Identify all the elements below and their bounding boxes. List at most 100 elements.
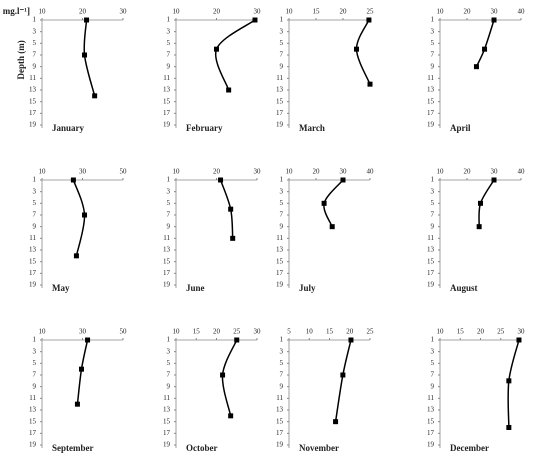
y-tick-label: 13: [163, 406, 171, 414]
x-tick-label: 25: [367, 8, 375, 16]
y-tick-label: 19: [276, 441, 284, 449]
y-tick-label: 7: [33, 211, 37, 219]
x-tick-label: 10: [39, 328, 47, 336]
panel-title: May: [52, 283, 70, 293]
profile-line: [76, 339, 89, 405]
data-point: [516, 337, 522, 343]
data-point: [482, 46, 488, 52]
y-tick-label: 9: [167, 62, 171, 70]
y-tick-label: 9: [280, 382, 284, 390]
x-tick-label: 20: [464, 8, 472, 16]
x-tick-label: 10: [173, 168, 181, 176]
y-tick-label: 17: [276, 429, 284, 437]
y-tick-label: 7: [280, 371, 284, 379]
y-tick-label: 15: [163, 417, 171, 425]
y-tick-label: 9: [33, 62, 37, 70]
x-tick-label: 30: [518, 328, 526, 336]
y-tick-label: 11: [276, 394, 283, 402]
y-tick-label: 5: [167, 199, 171, 207]
profile-line: [475, 19, 495, 67]
y-tick-label: 9: [280, 222, 284, 230]
y-tick-label: 1: [431, 336, 435, 344]
y-tick-label: 3: [33, 187, 37, 195]
y-axis-label: Depth (m): [16, 40, 26, 79]
y-tick-label: 1: [280, 16, 284, 24]
y-tick-label: 9: [167, 382, 171, 390]
panel-title: April: [450, 123, 471, 133]
data-point: [506, 425, 512, 430]
y-tick-label: 7: [33, 371, 37, 379]
x-tick-label: 10: [39, 168, 47, 176]
y-tick-label: 9: [431, 62, 435, 70]
y-tick-label: 15: [163, 257, 171, 265]
y-tick-label: 7: [33, 51, 37, 59]
y-tick-label: 3: [280, 27, 284, 35]
y-tick-label: 3: [33, 27, 37, 35]
data-point: [228, 413, 234, 419]
y-tick-label: 3: [167, 187, 171, 195]
x-tick-label: 50: [120, 168, 128, 176]
y-tick-label: 15: [276, 97, 284, 105]
panel-title: June: [186, 283, 205, 293]
y-tick-label: 5: [33, 39, 37, 47]
y-tick-label: 5: [167, 359, 171, 367]
x-tick-label: 40: [367, 168, 375, 176]
y-tick-label: 13: [29, 246, 37, 254]
x-tick-label: 10: [173, 8, 181, 16]
y-tick-label: 11: [163, 234, 170, 242]
y-tick-label: 5: [33, 199, 37, 207]
y-tick-label: 3: [33, 347, 37, 355]
data-point: [226, 87, 232, 93]
y-tick-label: 19: [427, 121, 435, 129]
x-tick-label: 15: [193, 328, 201, 336]
data-point: [367, 81, 373, 87]
x-tick-label: 25: [367, 328, 375, 336]
data-point: [476, 224, 482, 230]
y-tick-label: 3: [280, 187, 284, 195]
y-tick-label: 1: [33, 16, 37, 24]
y-tick-label: 9: [431, 222, 435, 230]
y-tick-label: 11: [427, 74, 434, 82]
y-tick-label: 13: [427, 246, 435, 254]
panel-title: December: [450, 443, 489, 453]
y-tick-label: 13: [427, 86, 435, 94]
y-tick-label: 11: [163, 74, 170, 82]
x-tick-label: 30: [491, 8, 499, 16]
y-tick-label: 13: [276, 246, 284, 254]
x-tick-label: 30: [254, 168, 262, 176]
y-tick-label: 3: [431, 187, 435, 195]
x-tick-label: 30: [79, 328, 87, 336]
y-tick-label: 17: [163, 269, 171, 277]
y-tick-label: 11: [29, 394, 36, 402]
profile-line: [72, 179, 86, 256]
data-point: [340, 177, 346, 183]
y-tick-label: 17: [163, 109, 171, 117]
y-tick-label: 3: [167, 27, 171, 35]
panel-title: August: [450, 283, 478, 293]
y-tick-label: 13: [276, 406, 284, 414]
y-tick-label: 17: [29, 269, 37, 277]
y-tick-label: 15: [276, 417, 284, 425]
profile-line: [334, 339, 352, 422]
y-tick-label: 15: [276, 257, 284, 265]
data-point: [92, 93, 98, 99]
y-tick-label: 7: [280, 211, 284, 219]
y-tick-label: 17: [276, 109, 284, 117]
profile-line: [83, 19, 96, 97]
x-tick-label: 30: [120, 8, 128, 16]
y-tick-label: 7: [280, 51, 284, 59]
y-tick-label: 11: [276, 74, 283, 82]
panel-title: November: [299, 443, 339, 453]
x-tick-label: 30: [254, 328, 262, 336]
y-tick-label: 19: [427, 281, 435, 289]
y-tick-label: 19: [163, 281, 171, 289]
data-point: [366, 17, 372, 23]
profile-line: [355, 19, 371, 85]
y-tick-label: 13: [29, 406, 37, 414]
x-tick-label: 20: [340, 8, 348, 16]
y-tick-label: 13: [163, 86, 171, 94]
data-point: [70, 177, 76, 183]
y-tick-label: 19: [163, 121, 171, 129]
y-tick-label: 13: [163, 246, 171, 254]
